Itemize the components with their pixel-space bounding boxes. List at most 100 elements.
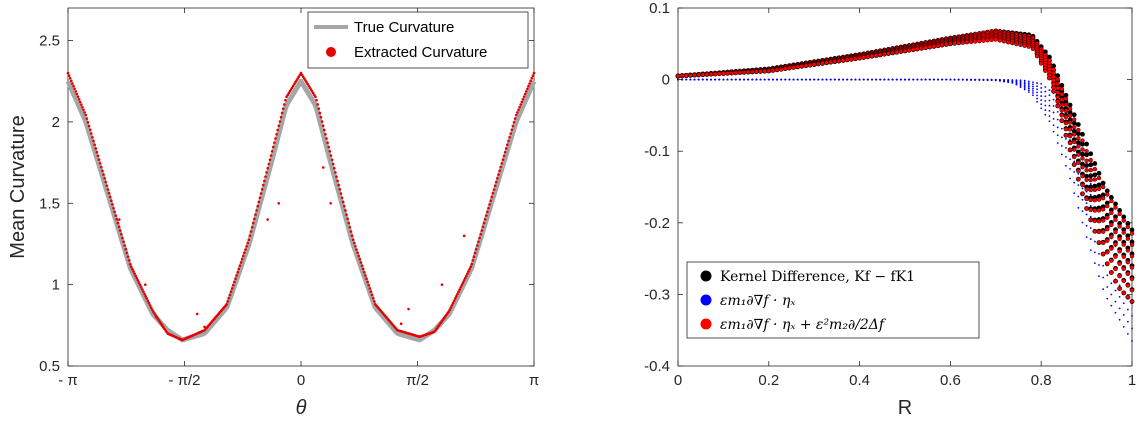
series-point (807, 62, 813, 68)
extracted-curvature-point (124, 247, 127, 251)
series-point (908, 78, 911, 81)
extracted-outlier-point (277, 201, 281, 205)
legend-true-label: True Curvature (354, 19, 454, 36)
series-point (832, 59, 838, 64)
series-point (805, 78, 807, 81)
series-point (1113, 266, 1118, 272)
extracted-curvature-point (274, 137, 277, 140)
extracted-curvature-point (320, 120, 324, 123)
series-point (1080, 191, 1085, 197)
series-point (1088, 167, 1093, 173)
extracted-curvature-point (151, 308, 154, 312)
extracted-curvature-point (497, 173, 500, 176)
series-point (679, 73, 685, 78)
series-point (1027, 82, 1030, 85)
series-point (1052, 117, 1055, 120)
extracted-curvature-point (86, 121, 90, 124)
extracted-curvature-point (270, 150, 274, 153)
series-point (993, 37, 998, 42)
series-point (696, 72, 701, 78)
extracted-curvature-point (344, 209, 347, 212)
series-point (1027, 89, 1030, 92)
extracted-curvature-point (498, 169, 501, 173)
series-point (1081, 187, 1084, 190)
series-point (1088, 162, 1094, 168)
extracted-curvature-point (74, 90, 78, 93)
series-point (750, 69, 755, 75)
series-point (1048, 109, 1051, 112)
series-point (712, 71, 718, 77)
series-point (1129, 288, 1135, 293)
extracted-curvature-point (245, 244, 248, 248)
extracted-curvature-point (359, 261, 363, 264)
series-point (745, 69, 751, 75)
series-point (1032, 94, 1034, 97)
series-point (828, 60, 833, 65)
left-xtick-label: 0 (297, 372, 305, 389)
series-point (964, 40, 970, 45)
series-point (1122, 325, 1125, 328)
series-point (850, 78, 853, 81)
extracted-curvature-point (369, 290, 373, 293)
series-point (1129, 227, 1135, 233)
extracted-curvature-point (77, 97, 81, 101)
series-point (1032, 81, 1034, 84)
series-point (1109, 210, 1114, 216)
series-point (1125, 224, 1131, 230)
series-point (1105, 192, 1110, 197)
extracted-curvature-point (350, 234, 354, 238)
series-point (861, 55, 866, 60)
series-point (961, 78, 964, 81)
series-point (1125, 271, 1131, 277)
series-point (1040, 103, 1043, 106)
extracted-curvature-point (70, 79, 73, 83)
series-point (1075, 131, 1081, 137)
extracted-curvature-point (530, 77, 534, 80)
extracted-curvature-point (234, 277, 237, 281)
series-point (895, 78, 898, 81)
extracted-curvature-point (81, 105, 84, 109)
legend-kernel-swatch (700, 270, 712, 282)
series-point (1052, 124, 1055, 127)
extracted-curvature-point (244, 248, 247, 251)
extracted-curvature-point (129, 265, 133, 269)
series-point (1085, 236, 1088, 239)
series-point (1117, 224, 1122, 229)
series-point (994, 79, 997, 82)
series-point (788, 78, 791, 81)
series-point (817, 78, 820, 81)
series-point (1105, 203, 1110, 209)
series-point (1105, 261, 1110, 267)
series-point (1105, 226, 1110, 232)
extracted-curvature-point (250, 225, 254, 229)
extracted-curvature-point (83, 111, 86, 114)
series-point (762, 69, 767, 74)
series-point (1022, 43, 1027, 48)
series-point (1040, 87, 1043, 89)
series-point (1071, 128, 1077, 134)
extracted-curvature-point (84, 113, 88, 117)
extracted-curvature-point (132, 270, 135, 273)
series-point (1084, 141, 1089, 147)
series-point (813, 78, 816, 81)
series-point (1117, 211, 1122, 217)
extracted-curvature-point (477, 240, 480, 244)
series-point (726, 78, 729, 81)
series-point (1059, 92, 1065, 97)
series-point (1109, 222, 1114, 228)
series-point (1073, 171, 1076, 173)
extracted-curvature-point (323, 128, 326, 132)
extracted-outlier-point (195, 312, 199, 316)
series-point (1063, 120, 1069, 126)
series-point (1065, 164, 1067, 167)
series-point (920, 78, 923, 81)
series-point (1085, 202, 1088, 205)
extracted-curvature-point (455, 295, 458, 298)
series-point (1100, 192, 1106, 198)
series-point (1080, 182, 1085, 188)
left-ytick-label: 1.5 (39, 195, 60, 212)
series-point (1081, 210, 1084, 213)
series-point (1036, 97, 1038, 100)
series-point (1071, 120, 1077, 126)
series-point (1121, 230, 1126, 235)
